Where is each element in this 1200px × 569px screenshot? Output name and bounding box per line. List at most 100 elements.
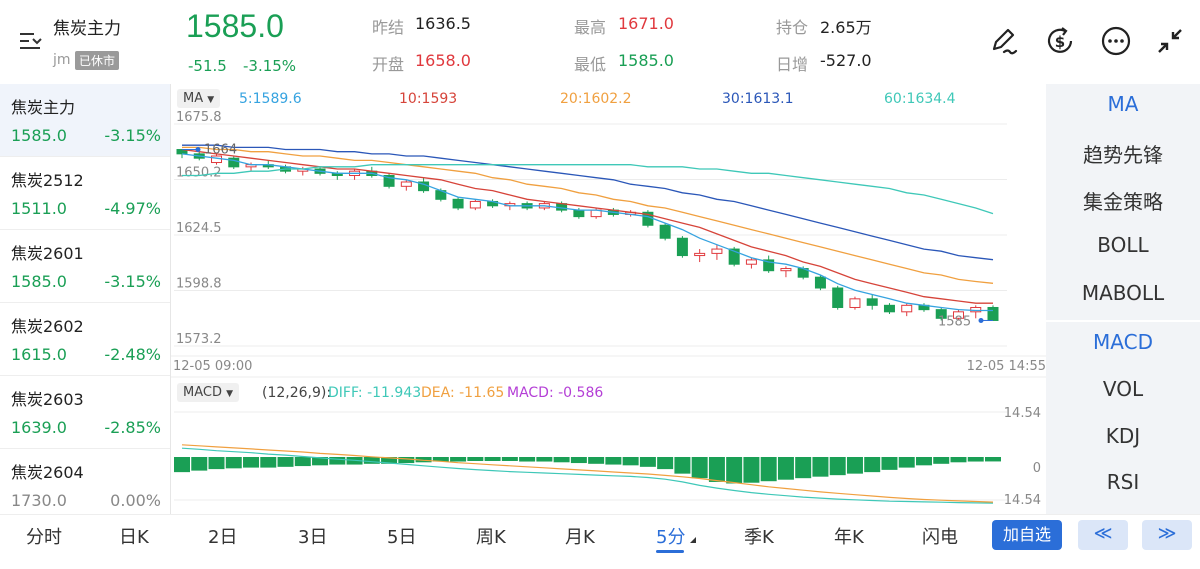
macd-hist-bar xyxy=(674,457,691,474)
period-tab-month[interactable]: 月K xyxy=(565,527,595,548)
macd-hist-bar xyxy=(795,457,812,479)
svg-text:$: $ xyxy=(1055,33,1065,51)
candle-body xyxy=(763,259,775,272)
period-tab-flash[interactable]: 闪电 xyxy=(922,527,958,548)
last-price: 1585.0 xyxy=(186,8,284,44)
indicator-panel: MA 趋势先锋 集金策略 BOLL MABOLL MACD VOL KDJ RS… xyxy=(1046,84,1200,514)
candle-body xyxy=(383,174,395,187)
macd-y-mid: 0 xyxy=(1033,461,1041,476)
contract-list-price: 1730.0 xyxy=(11,491,67,510)
period-tab-quarter[interactable]: 季K xyxy=(744,527,774,548)
macd-hist-bar xyxy=(398,457,415,464)
list-menu-icon[interactable] xyxy=(18,30,42,52)
candle-body xyxy=(780,268,792,272)
macd-hist-bar xyxy=(657,457,674,470)
ma-line-ma5 xyxy=(181,153,993,312)
stat-label-open: 开盘 xyxy=(372,55,405,74)
y-tick-label: 1573.2 xyxy=(176,332,222,347)
indicator-trend-pioneer[interactable]: 趋势先锋 xyxy=(1083,143,1163,167)
macd-diff-value: DIFF: -11.943 xyxy=(328,385,422,401)
period-tab-5min[interactable]: 5分 xyxy=(656,527,686,548)
macd-selector[interactable]: MACD ▼ xyxy=(177,383,240,402)
contract-list-price: 1615.0 xyxy=(11,345,67,364)
period-tab-day[interactable]: 日K xyxy=(119,527,149,548)
candle-body xyxy=(676,237,688,257)
indicator-rsi[interactable]: RSI xyxy=(1106,470,1140,494)
indicator-maboll[interactable]: MABOLL xyxy=(1081,281,1165,305)
stat-value-open-interest: 2.65万 xyxy=(820,18,872,37)
candle-body xyxy=(745,259,757,265)
macd-y-top: 14.54 xyxy=(1004,406,1041,421)
kline-chart-area[interactable]: 1675.8 1650.2 1624.5 1598.8 1573.2 1664 1585 12… xyxy=(170,84,1047,514)
y-tick-label: 1624.5 xyxy=(176,221,222,236)
indicator-vol[interactable]: VOL xyxy=(1102,377,1144,401)
candle-body xyxy=(228,157,240,168)
ma60-value: 60:1634.4 xyxy=(884,91,956,107)
macd-hist-bar xyxy=(415,457,432,463)
ma20-value: 20:1602.2 xyxy=(560,91,632,107)
time-start-label: 12-05 09:00 xyxy=(173,359,252,374)
candle-body xyxy=(935,309,947,319)
price-change: -51.5 xyxy=(188,57,227,75)
macd-hist-bar xyxy=(208,457,225,470)
candle-body xyxy=(952,311,964,319)
macd-hist-bar xyxy=(312,457,329,466)
macd-hist-bar xyxy=(898,457,915,468)
period-tab-2day[interactable]: 2日 xyxy=(208,527,238,548)
contract-list-price: 1639.0 xyxy=(11,418,67,437)
indicator-fund-strategy[interactable]: 集金策略 xyxy=(1083,190,1163,214)
indicator-kdj[interactable]: KDJ xyxy=(1105,424,1141,448)
ma-line-ma60 xyxy=(182,164,994,215)
macd-hist-bar xyxy=(829,457,846,476)
contract-list-pct: -3.15% xyxy=(104,126,161,145)
contract-code: jm xyxy=(53,52,71,68)
indicator-ma[interactable]: MA xyxy=(1107,92,1139,116)
pen-icon[interactable] xyxy=(986,24,1020,58)
macd-params: (12,26,9): xyxy=(262,385,332,401)
period-tab-year[interactable]: 年K xyxy=(834,527,864,548)
price-change-pct: -3.15% xyxy=(243,57,297,75)
period-tab-week[interactable]: 周K xyxy=(476,527,506,548)
candle-body xyxy=(728,248,740,265)
stat-value-daily-change: -527.0 xyxy=(820,51,872,70)
contract-list-item[interactable]: 焦炭2512 1511.0 -4.97% xyxy=(0,157,170,230)
contract-list-item[interactable]: 焦炭主力 1585.0 -3.15% xyxy=(0,84,170,157)
macd-hist-bar xyxy=(622,457,639,466)
contract-list-item[interactable]: 焦炭2603 1639.0 -2.85% xyxy=(0,376,170,449)
stat-label-prev-settle: 昨结 xyxy=(372,18,405,37)
contract-list-item[interactable]: 焦炭2601 1585.0 -3.15% xyxy=(0,230,170,303)
kline-chart-svg[interactable]: 1675.8 1650.2 1624.5 1598.8 1573.2 1664 1585 12… xyxy=(171,84,1047,514)
contract-list-name: 焦炭2512 xyxy=(11,171,84,190)
macd-hist-bar xyxy=(570,457,587,464)
ma-selector[interactable]: MA ▼ xyxy=(177,89,221,108)
contract-list-item[interactable]: 焦炭2604 1730.0 0.00% xyxy=(0,449,170,522)
currency-icon[interactable]: $ xyxy=(1043,24,1077,58)
collapse-icon[interactable] xyxy=(1153,24,1187,58)
period-tab-5day[interactable]: 5日 xyxy=(387,527,417,548)
more-icon[interactable] xyxy=(1099,24,1133,58)
macd-hist-bar xyxy=(450,457,467,462)
stat-value-open: 1658.0 xyxy=(415,51,471,70)
period-tab-3day[interactable]: 3日 xyxy=(298,527,328,548)
candle-body xyxy=(970,306,982,313)
candle-body xyxy=(814,276,826,289)
macd-hist-bar xyxy=(501,457,518,461)
prev-button[interactable]: ≪ xyxy=(1078,520,1128,550)
macd-hist-bar xyxy=(864,457,881,473)
candle-body xyxy=(832,287,844,308)
macd-hist-bar xyxy=(553,457,570,463)
next-button[interactable]: ≫ xyxy=(1142,520,1192,550)
chevron-down-icon: ▼ xyxy=(226,389,234,399)
ma30-value: 30:1613.1 xyxy=(722,91,794,107)
candle-body xyxy=(469,200,481,209)
contract-name[interactable]: 焦炭主力 xyxy=(53,19,121,39)
add-watchlist-button[interactable]: 加自选 xyxy=(992,520,1062,550)
candle-body xyxy=(659,224,671,239)
high-label: 1664 xyxy=(204,143,237,158)
indicator-macd[interactable]: MACD xyxy=(1093,330,1153,354)
indicator-boll[interactable]: BOLL xyxy=(1097,233,1149,257)
contract-list-item[interactable]: 焦炭2602 1615.0 -2.48% xyxy=(0,303,170,376)
period-tab-intraday[interactable]: 分时 xyxy=(26,527,62,548)
time-end-label: 12-05 14:55 xyxy=(967,359,1046,374)
macd-hist-bar xyxy=(519,457,536,462)
